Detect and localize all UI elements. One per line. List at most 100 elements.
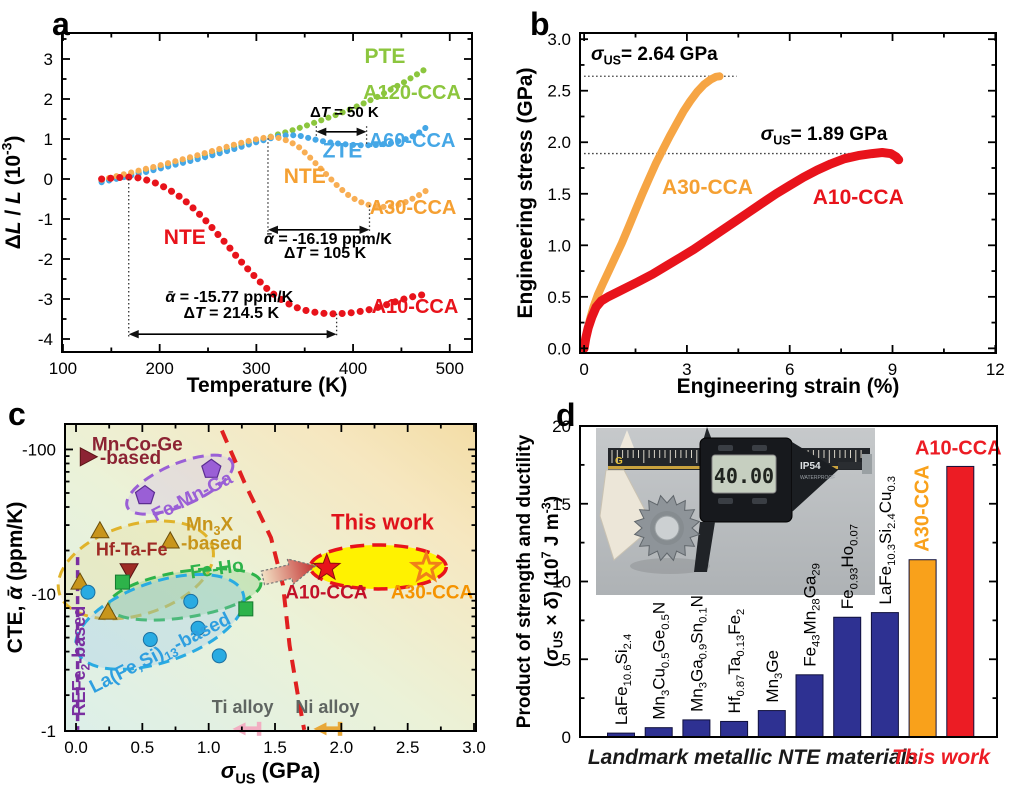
- bar-label-6: Fe0.93Ho0.07: [838, 524, 860, 609]
- map-label: -based: [100, 448, 161, 469]
- bar-label-0: LaFe10.6Si2.4: [612, 634, 634, 725]
- panel-d-bar-chart: G 40.00 IP54 WATERPROOF LaFe10.6Si2.4 Mn3Cu0.…: [514, 417, 1002, 769]
- curve-label-A60-CCA: A60-CCA: [369, 130, 456, 152]
- svg-text:1.5: 1.5: [547, 185, 571, 204]
- svg-text:1: 1: [44, 130, 53, 149]
- map-label: REFe2-based: [69, 606, 92, 717]
- curve-label-NTE: NTE: [164, 226, 206, 249]
- map-label: Hf-Ta-Fe: [96, 539, 168, 559]
- panel-c-letter: c: [8, 396, 26, 432]
- map-label: Mn-Co-Ge: [92, 435, 183, 456]
- marker-group-Mn3X-based: [70, 520, 181, 620]
- bar-label-8: A30-CCA: [912, 465, 934, 552]
- x-axis-title: σUS (GPa): [221, 758, 321, 787]
- svg-text:500: 500: [436, 359, 464, 378]
- bar-5: [795, 674, 824, 738]
- panel-b-letter: b: [530, 6, 550, 42]
- svg-text:2.5: 2.5: [396, 738, 420, 757]
- x-axis-title: Engineering strain (%): [677, 375, 900, 398]
- bar-label-5: Fe43Mn28Ga29: [801, 563, 823, 667]
- bar-7: [870, 612, 899, 738]
- annotation-text: ΔT = 50 K: [310, 104, 379, 121]
- series-A10-CCA: [98, 173, 430, 318]
- svg-text:0.0: 0.0: [547, 339, 571, 358]
- map-label: -based: [181, 533, 242, 554]
- curve-label-A10-CCA: A10-CCA: [813, 186, 904, 209]
- panel-c-ashby-map: Mn-Co-Ge-basedFe-Mn-GaMn3X-basedHf-Ta-Fe…: [4, 423, 486, 787]
- marker-group-Hf-Ta-Fe: [119, 563, 139, 581]
- svg-text:-4: -4: [38, 330, 53, 349]
- map-label: Ti alloy: [212, 697, 274, 717]
- svg-text:2.5: 2.5: [547, 82, 571, 101]
- bar-6: [833, 616, 862, 738]
- curve-label-A30-CCA: A30-CCA: [662, 176, 753, 199]
- svg-text:0.5: 0.5: [131, 738, 155, 757]
- svg-text:-1: -1: [38, 210, 53, 229]
- annotation-text: ᾱ = -15.77 ppm/K: [165, 289, 293, 306]
- bar-label-1: Mn3Cu0.5Ge0.5N: [650, 602, 672, 720]
- map-label: A10-CCA: [285, 582, 368, 603]
- svg-text:9: 9: [888, 360, 897, 379]
- caliper-rating: IP54: [800, 461, 821, 472]
- bar-label-2: Mn3Ga0.9Sn0.1N: [687, 595, 709, 712]
- curve-label-A10-CCA: A10-CCA: [372, 296, 459, 318]
- curve-label-PTE: PTE: [365, 45, 406, 68]
- svg-text:15: 15: [552, 495, 571, 514]
- svg-text:12: 12: [986, 360, 1005, 379]
- panel-d-letter: d: [556, 397, 576, 433]
- svg-text:400: 400: [339, 359, 367, 378]
- y-axis-title: ΔL / L (10-3): [0, 136, 25, 250]
- svg-text:200: 200: [145, 359, 173, 378]
- svg-text:-3: -3: [38, 290, 53, 309]
- svg-text:3: 3: [44, 50, 53, 69]
- svg-text:2: 2: [44, 90, 53, 109]
- bar-label-9: A10-CCA: [915, 437, 1002, 459]
- caliper-gear-photo-inset: G 40.00 IP54 WATERPROOF: [596, 427, 875, 595]
- strength-boundary-line: [220, 429, 307, 731]
- svg-text:-10: -10: [31, 585, 56, 604]
- map-label: This work: [331, 510, 434, 535]
- bar-1: [644, 727, 673, 738]
- caliper-rating-sub: WATERPROOF: [800, 475, 835, 481]
- svg-text:0.5: 0.5: [547, 288, 571, 307]
- svg-text:2.0: 2.0: [330, 738, 354, 757]
- svg-text:3.0: 3.0: [462, 738, 486, 757]
- curve-label-A120-CCA: A120-CCA: [363, 82, 461, 104]
- bar-9: [946, 465, 975, 738]
- annotation-text: ΔT = 105 K: [284, 245, 367, 262]
- series-A60-CCA: [98, 124, 429, 186]
- map-label: Ni alloy: [295, 697, 359, 717]
- svg-text:3.0: 3.0: [547, 30, 571, 49]
- svg-text:5: 5: [562, 650, 571, 669]
- x-axis-title: Temperature (K): [187, 374, 348, 397]
- caliper-brand: G: [615, 456, 623, 467]
- annotation-text: ΔT = 214.5 K: [183, 305, 279, 322]
- svg-text:0: 0: [44, 170, 53, 189]
- marker-group-Fe-Ho: [114, 574, 254, 617]
- svg-text:1.0: 1.0: [547, 236, 571, 255]
- svg-text:-2: -2: [38, 250, 53, 269]
- map-label: Mn3X: [186, 515, 233, 539]
- y-axis-title: CTE, ᾱ (ppm/K): [4, 502, 27, 654]
- bar-3: [720, 720, 749, 738]
- bar-label-7: LaFe10.3Si2.4Cu0.3: [876, 476, 898, 605]
- annotation-text: σUS= 1.89 GPa: [761, 124, 888, 148]
- svg-text:1.5: 1.5: [263, 738, 287, 757]
- svg-text:10: 10: [552, 573, 571, 592]
- marker-group-A30-CCA: [408, 549, 444, 583]
- series-A10-CCA: [579, 148, 904, 353]
- y-axis-title-line1: Product of strength and ductility: [514, 434, 535, 728]
- svg-text:-1: -1: [41, 722, 56, 741]
- svg-text:6: 6: [785, 360, 794, 379]
- svg-text:100: 100: [49, 359, 77, 378]
- panel-a-letter: a: [52, 6, 70, 42]
- y-axis-title-line2: (σUS × δ) (107 J m-3): [539, 496, 565, 667]
- curve-label-NTE: NTE: [284, 165, 326, 188]
- marker-group-Fe-Mn-Ga: [134, 458, 222, 505]
- bar-8: [908, 559, 937, 738]
- map-label: A30-CCA: [391, 582, 474, 603]
- caption-landmark: Landmark metallic NTE materials: [588, 746, 918, 769]
- bar-label-4: Mn3Ge: [763, 650, 785, 703]
- svg-text:3: 3: [682, 360, 691, 379]
